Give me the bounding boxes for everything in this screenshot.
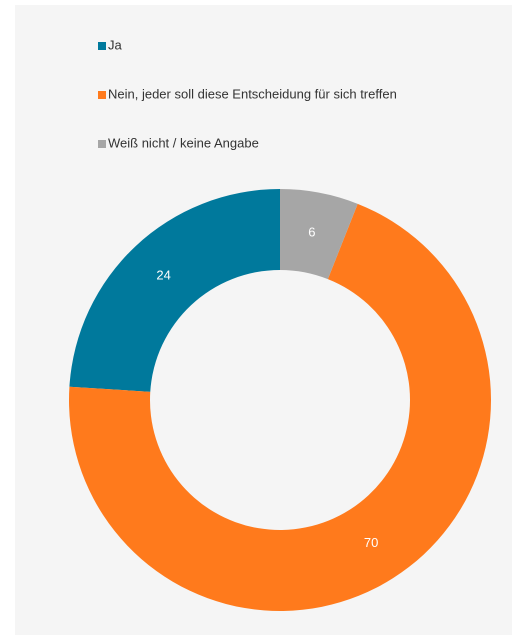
data-label: 6: [308, 224, 315, 239]
legend-label: Ja: [108, 37, 123, 52]
donut-slice: [280, 189, 358, 280]
data-label: 70: [364, 535, 378, 550]
donut-slice: [69, 203, 492, 612]
data-label: 24: [156, 268, 170, 283]
legend-swatch: [98, 140, 106, 148]
legend-label: Weiß nicht / keine Angabe: [108, 135, 259, 150]
legend-swatch: [98, 91, 106, 99]
legend-label: Nein, jeder soll diese Entscheidung für …: [108, 86, 397, 101]
donut-slice: [69, 189, 281, 392]
legend-swatch: [98, 42, 106, 50]
